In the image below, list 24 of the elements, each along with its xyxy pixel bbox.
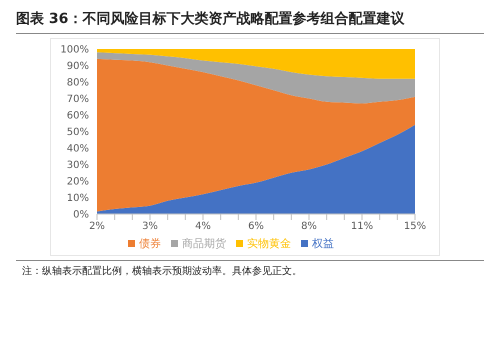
x-tick-label: 2% [89, 221, 105, 232]
x-tick-label: 11% [350, 221, 374, 232]
y-tick-label: 100% [60, 44, 89, 56]
y-tick-label: 20% [66, 176, 89, 188]
legend-label: 商品期货 [182, 237, 226, 250]
x-tick-label: 3% [142, 221, 158, 232]
y-tick-label: 50% [66, 127, 89, 138]
x-tick-label: 4% [195, 221, 211, 232]
y-tick-label: 60% [66, 110, 89, 122]
chart-title: 图表 36：不同风险目标下大类资产战略配置参考组合配置建议 [15, 10, 406, 29]
y-tick-label: 10% [66, 193, 89, 204]
y-tick-label: 30% [66, 160, 89, 172]
legend-label: 权益 [312, 237, 334, 250]
y-tick-label: 80% [66, 78, 89, 89]
y-tick-label: 0% [73, 210, 89, 221]
x-tick-label: 8% [301, 221, 317, 232]
text: 注：纵轴表示配置比例，横轴表示预期波动率。具体参见正文。 [21, 264, 303, 278]
x-tick-label: 6% [248, 221, 264, 232]
legend-label: 债券 [139, 237, 161, 250]
x-tick-label: 15% [404, 221, 426, 232]
y-tick-label: 90% [66, 61, 89, 72]
legend-label: 实物黄金 [247, 237, 291, 250]
y-tick-label: 40% [66, 144, 89, 155]
y-tick-label: 70% [66, 94, 89, 106]
